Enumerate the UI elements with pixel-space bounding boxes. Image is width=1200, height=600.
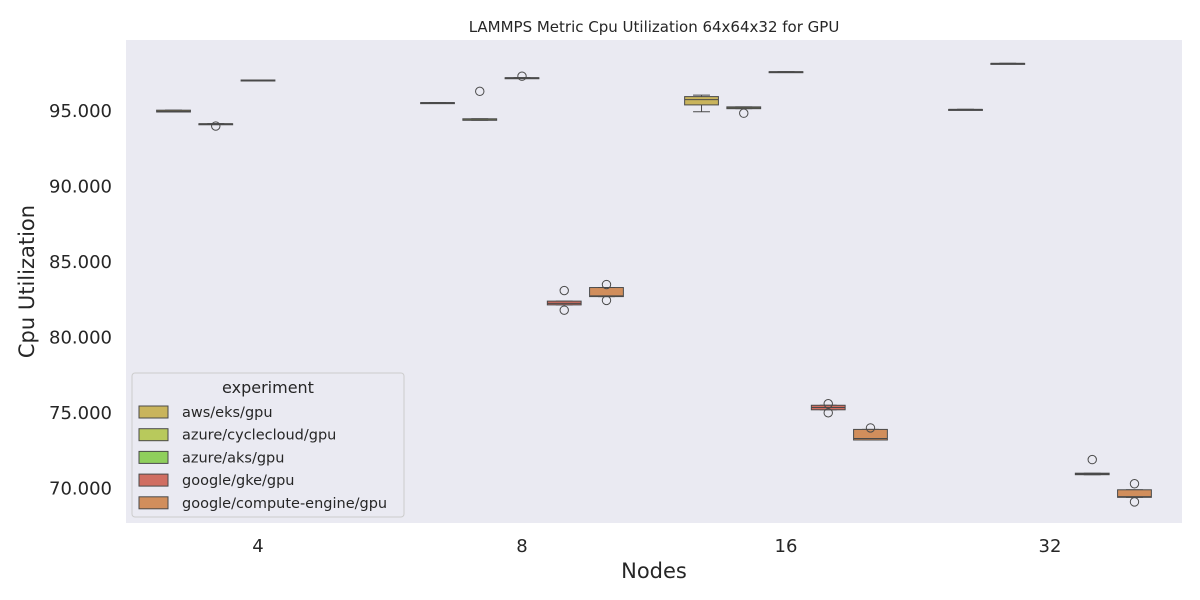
legend-swatch xyxy=(138,496,169,510)
legend-frame xyxy=(131,372,405,518)
box xyxy=(853,428,888,441)
x-axis-label: Nodes xyxy=(621,559,687,583)
x-tick-label: 16 xyxy=(775,536,798,557)
outlier-point xyxy=(1087,454,1097,465)
legend-title: experiment xyxy=(222,378,314,397)
box-group xyxy=(768,71,804,74)
legend: experiment aws/eks/gpu azure/cyclecloud/g… xyxy=(131,372,405,518)
outlier-point xyxy=(823,399,833,409)
outlier-point xyxy=(601,279,612,290)
box-group xyxy=(198,121,234,131)
outlier-point xyxy=(865,423,876,433)
legend-label: google/gke/gpu xyxy=(182,473,294,489)
legend-label: azure/cyclecloud/gpu xyxy=(182,428,336,444)
box-group xyxy=(546,285,582,315)
chart-marks xyxy=(156,62,1152,507)
y-axis-ticks: 70.000 75.000 80.000 85.000 90.000 95.000 xyxy=(49,101,112,499)
box-group xyxy=(240,79,276,82)
box xyxy=(684,96,719,106)
x-axis-ticks: 4 8 16 32 xyxy=(252,536,1061,557)
legend-items: aws/eks/gpu azure/cyclecloud/gpu azure/aks… xyxy=(138,405,387,512)
box-group xyxy=(990,62,1026,65)
legend-swatch xyxy=(138,405,169,419)
y-tick-label: 90.000 xyxy=(49,176,112,197)
outlier-point xyxy=(739,108,749,118)
box-group xyxy=(1074,454,1110,476)
y-tick-label: 85.000 xyxy=(49,252,112,273)
y-axis-label: Cpu Utilization xyxy=(15,205,39,358)
box-group xyxy=(1117,479,1152,507)
box-group xyxy=(462,86,498,121)
box-group xyxy=(504,71,540,81)
legend-swatch xyxy=(138,450,169,464)
x-tick-label: 32 xyxy=(1039,536,1062,557)
box-group xyxy=(810,399,846,418)
legend-label: google/compute-engine/gpu xyxy=(182,496,387,512)
outlier-point xyxy=(1129,479,1140,489)
box-group xyxy=(156,109,191,113)
box-group xyxy=(589,279,624,306)
outlier-point xyxy=(823,408,833,418)
outlier-point xyxy=(559,305,569,315)
outlier-point xyxy=(601,295,612,306)
outlier-point xyxy=(517,71,527,81)
outlier-point xyxy=(559,285,569,296)
box-group xyxy=(726,106,762,118)
x-tick-label: 8 xyxy=(516,536,527,557)
x-tick-label: 4 xyxy=(252,536,263,557)
box-group xyxy=(684,94,719,113)
box-group xyxy=(853,423,888,441)
chart-title: LAMMPS Metric Cpu Utilization 64x64x32 f… xyxy=(469,18,840,36)
legend-label: azure/aks/gpu xyxy=(182,450,284,466)
y-tick-label: 75.000 xyxy=(49,403,112,424)
outlier-point xyxy=(211,121,221,131)
y-tick-label: 70.000 xyxy=(49,478,112,499)
box-group xyxy=(420,102,455,105)
outlier-point xyxy=(475,86,485,97)
legend-swatch xyxy=(138,473,169,487)
legend-swatch xyxy=(138,428,169,442)
legend-label: aws/eks/gpu xyxy=(182,405,273,421)
outlier-point xyxy=(1129,497,1140,507)
y-tick-label: 80.000 xyxy=(49,327,112,348)
y-tick-label: 95.000 xyxy=(49,101,112,122)
box-group xyxy=(948,108,983,111)
